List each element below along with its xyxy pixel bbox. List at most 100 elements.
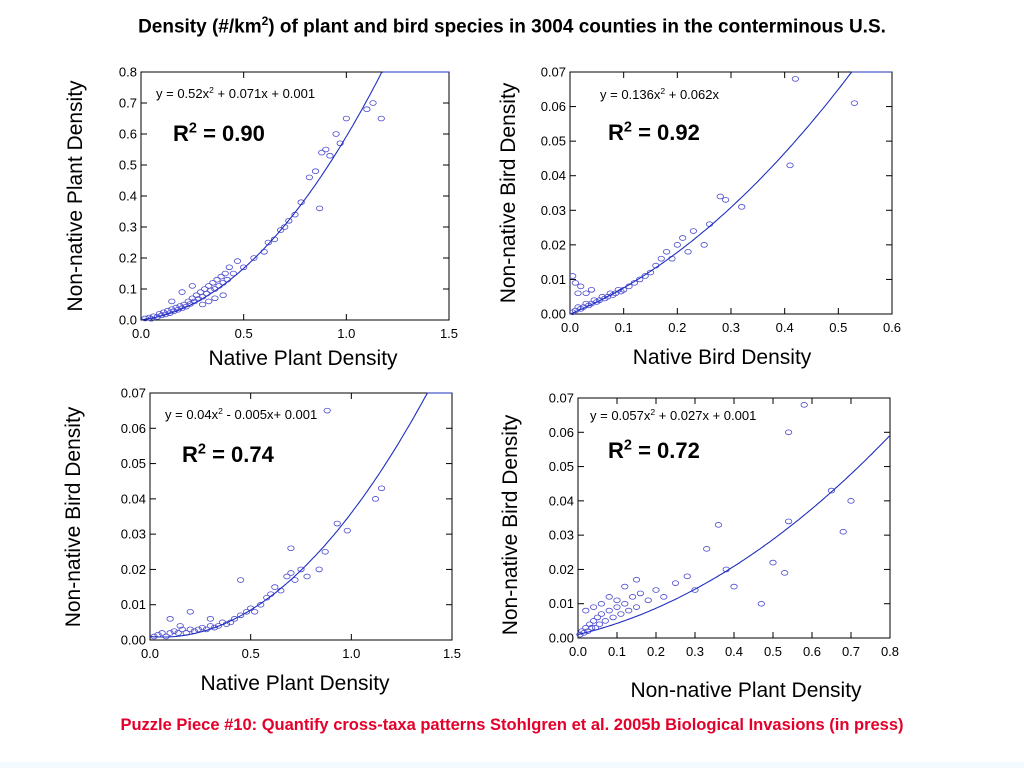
y-axis-label: Non-native Plant Density: [64, 80, 87, 312]
y-tick-label: 0.5: [119, 158, 137, 173]
x-tick-label: 0.4: [725, 644, 743, 659]
x-tick-label: 0.0: [132, 326, 150, 341]
data-point: [230, 616, 239, 622]
y-tick-label: 0.07: [121, 386, 146, 401]
data-point: [166, 616, 174, 622]
x-tick-label: 0.1: [615, 320, 633, 335]
data-point: [210, 624, 219, 631]
regression-equation-lead: y = 0.136x: [600, 87, 661, 102]
data-point: [168, 298, 176, 305]
data-point: [311, 168, 320, 175]
data-point: [716, 193, 724, 200]
r-squared-lead: R: [608, 120, 624, 145]
y-tick-label: 0.07: [549, 391, 574, 406]
y-tick-label: 0.02: [121, 562, 146, 577]
x-tick-label: 0.3: [722, 320, 740, 335]
r-squared-lead: R: [608, 438, 624, 463]
data-point: [250, 255, 258, 261]
data-point: [586, 621, 594, 628]
data-point: [585, 302, 593, 309]
data-point: [371, 496, 380, 502]
data-point: [188, 295, 196, 302]
x-tick-label: 0.2: [647, 644, 665, 659]
x-tick-label: 0.5: [829, 320, 847, 335]
regression-equation-sup: 2: [209, 85, 214, 95]
chart-panel-3: 0.0 0.5 1.0 1.5 0.00 0.01 0.02 0.03 0.04 0.05 0.06…: [62, 386, 461, 696]
chart-panel-1: 0.0 0.5 1.0 1.5 0.0 0.1 0.2 0.3 0.4 0.5 0.6 0.7 0.8 y…: [64, 65, 458, 371]
data-point: [287, 570, 295, 576]
data-point: [722, 197, 730, 203]
data-point: [318, 149, 326, 156]
y-tick-label: 0.01: [541, 272, 566, 287]
y-tick-label: 0.04: [121, 491, 146, 506]
data-point: [593, 299, 601, 305]
data-point: [332, 131, 340, 137]
data-point: [700, 242, 708, 248]
plot-frame: [149, 392, 453, 641]
data-point: [662, 248, 671, 255]
data-point: [597, 600, 606, 607]
y-axis-label: Non-native Bird Density: [499, 414, 522, 635]
data-point: [162, 311, 170, 318]
data-point: [219, 292, 227, 299]
data-point: [784, 429, 793, 436]
regression-equation-sup: 2: [650, 407, 655, 417]
x-tick-label: 0.0: [569, 644, 587, 659]
data-point: [582, 300, 590, 307]
data-point: [233, 258, 242, 264]
x-tick-label: 0.5: [235, 326, 253, 341]
data-point: [684, 248, 692, 255]
data-point: [205, 298, 213, 305]
data-point: [251, 608, 259, 615]
data-point: [257, 601, 265, 608]
data-point: [679, 235, 687, 241]
data-point: [582, 290, 590, 297]
data-point: [589, 618, 598, 624]
footer-citation: Puzzle Piece #10: Quantify cross-taxa pa…: [120, 716, 904, 734]
y-tick-label: 0.2: [119, 251, 137, 266]
data-point: [784, 518, 793, 525]
data-point: [237, 612, 245, 619]
data-point: [263, 594, 271, 601]
x-tick-label: 1.5: [440, 326, 458, 341]
y-tick-label: 0.03: [121, 527, 146, 542]
data-point: [186, 626, 194, 633]
y-axis-label: Non-native Bird Density: [497, 82, 520, 303]
data-point: [170, 628, 178, 634]
y-tick-label: 0.05: [541, 134, 566, 149]
x-tick-label: 0.6: [883, 320, 901, 335]
data-point: [369, 100, 377, 106]
regression-equation-lead: y = 0.52x: [156, 86, 210, 101]
plot-frame: [569, 71, 893, 315]
data-point: [194, 626, 202, 633]
regression-equation: y = 0.04x2 - 0.005x+ 0.001: [165, 406, 317, 422]
r-squared-sup: 2: [624, 120, 632, 136]
x-tick-label: 0.4: [776, 320, 794, 335]
r-squared-rest: = 0.74: [206, 442, 275, 467]
y-tick-label: 0.02: [541, 237, 566, 252]
data-point: [577, 283, 585, 290]
regression-equation-rest: + 0.027x + 0.001: [655, 408, 756, 423]
x-tick-label: 1.0: [337, 326, 355, 341]
data-point: [221, 270, 229, 277]
data-point: [201, 286, 209, 292]
data-point: [186, 608, 194, 615]
data-point: [757, 600, 765, 607]
data-point: [316, 205, 324, 212]
x-tick-label: 0.8: [881, 644, 899, 659]
data-point: [569, 309, 577, 316]
chart-panel-2: 0.0 0.1 0.2 0.3 0.4 0.5 0.6 0.00 0.01 0.02 0.03 0.0…: [497, 65, 901, 370]
data-point: [847, 498, 855, 504]
data-point: [198, 624, 206, 631]
data-point: [800, 402, 808, 408]
data-point: [305, 174, 313, 181]
y-tick-label: 0.03: [549, 528, 574, 543]
data-point: [205, 283, 213, 289]
data-point: [595, 621, 604, 628]
title-superscript: 2: [261, 14, 269, 28]
x-axis-label: Native Plant Density: [208, 347, 398, 370]
data-point: [343, 527, 351, 534]
data-point: [590, 297, 598, 303]
y-axis-label: Non-native Bird Density: [62, 406, 85, 627]
data-point: [322, 146, 330, 153]
